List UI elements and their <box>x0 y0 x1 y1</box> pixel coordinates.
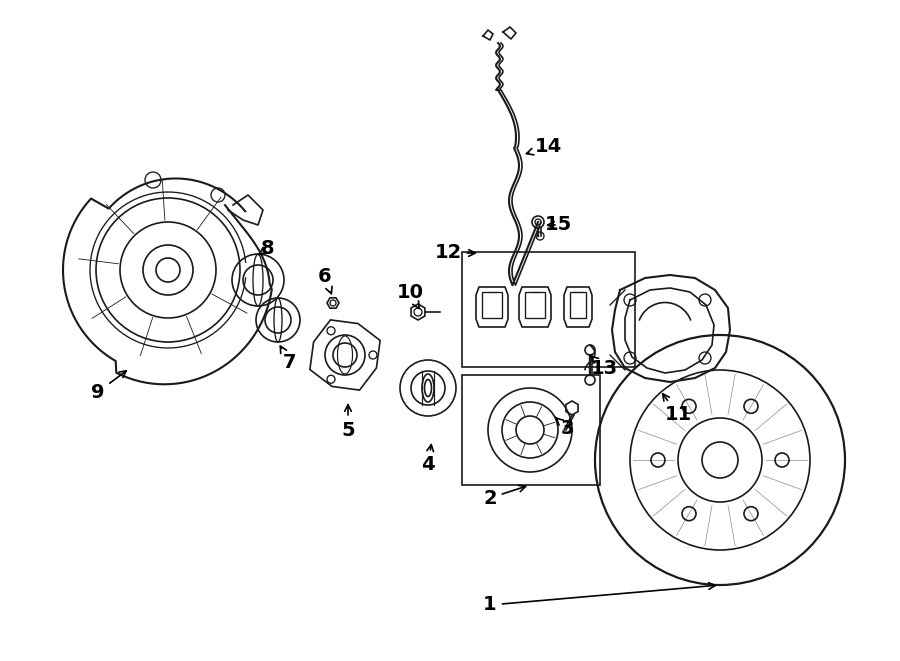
Bar <box>570 292 586 318</box>
Text: 7: 7 <box>280 346 297 373</box>
Text: 10: 10 <box>397 284 424 309</box>
Text: 13: 13 <box>590 356 617 377</box>
Text: 1: 1 <box>483 582 716 615</box>
Text: 6: 6 <box>319 268 332 293</box>
Text: 3: 3 <box>555 417 574 438</box>
Text: 8: 8 <box>258 239 274 258</box>
Bar <box>462 252 635 367</box>
Text: 15: 15 <box>544 215 572 235</box>
Bar <box>462 375 600 485</box>
Text: 5: 5 <box>341 405 355 440</box>
Bar <box>482 292 502 318</box>
Text: 2: 2 <box>483 485 526 508</box>
Text: 14: 14 <box>526 137 562 157</box>
Bar <box>525 292 545 318</box>
Text: 12: 12 <box>435 243 475 262</box>
Text: 11: 11 <box>662 394 691 424</box>
Text: 9: 9 <box>91 371 126 401</box>
Text: 4: 4 <box>421 445 435 475</box>
